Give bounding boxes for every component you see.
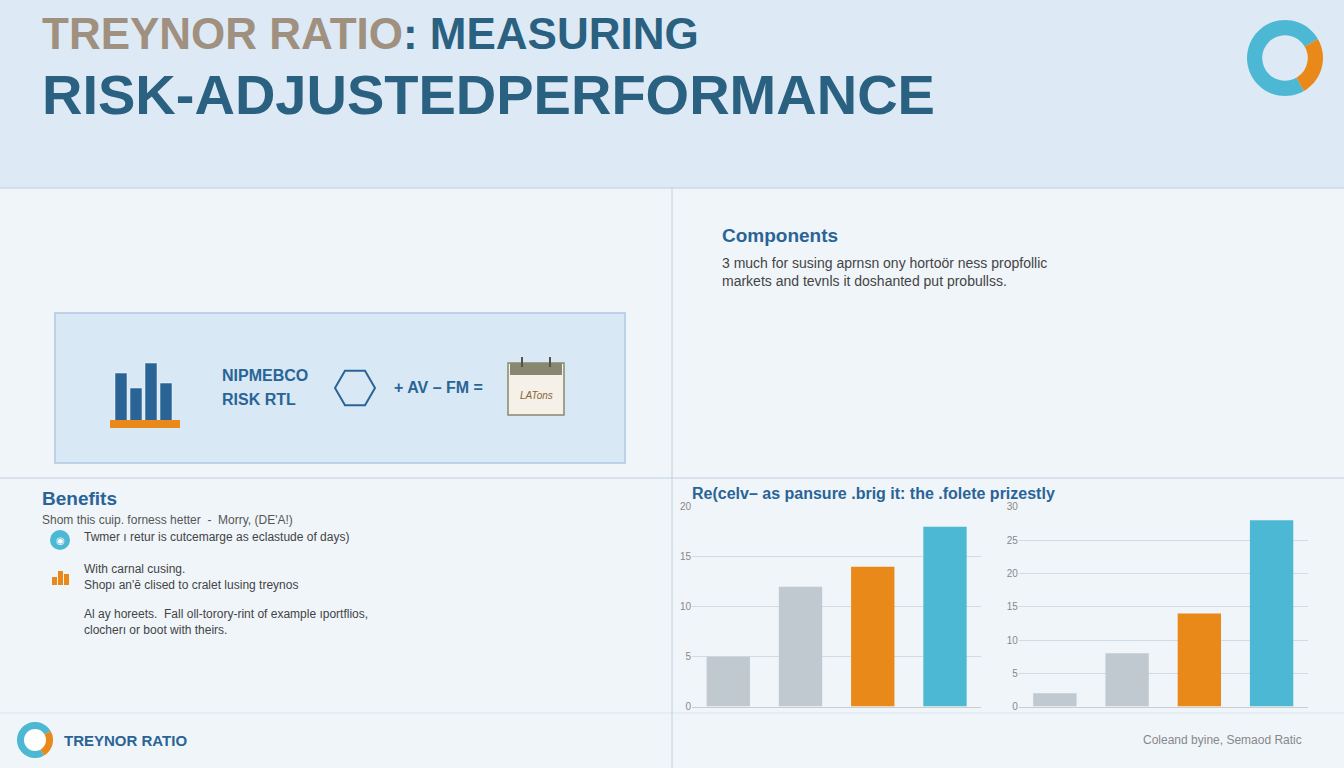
svg-text:15: 15	[1007, 601, 1019, 612]
svg-text:Components: Components	[722, 225, 838, 246]
svg-text:Twmer ı retur is cutcemarge as: Twmer ı retur is cutcemarge as eclastude…	[84, 530, 349, 544]
svg-text:◉: ◉	[56, 535, 65, 546]
svg-text:Coleand byine, Semaod Ratic: Coleand byine, Semaod Ratic	[1143, 733, 1302, 747]
svg-text:LATons: LATons	[520, 390, 553, 401]
svg-text:0: 0	[686, 701, 692, 712]
svg-text:TREYNOR RATIO: MEASURING: TREYNOR RATIO: MEASURING	[42, 9, 699, 58]
svg-text:Al ay horeets. Fall oll-toror: Al ay horeets. Fall oll-torory-rint of e…	[84, 607, 368, 637]
svg-text:TREYNOR RATIO: TREYNOR RATIO	[64, 732, 187, 749]
svg-text:5: 5	[1012, 668, 1018, 679]
svg-text:25: 25	[1007, 535, 1019, 546]
svg-text:3 much for susing aprnsn ony h: 3 much for susing aprnsn ony hortoör nes…	[722, 255, 1047, 289]
svg-text:10: 10	[1007, 635, 1019, 646]
svg-text:Re(celv– as pansure .brig it:: Re(celv– as pansure .brig it: the .folet…	[692, 485, 1055, 502]
svg-text:+ AV – FM =: + AV – FM =	[394, 379, 483, 396]
svg-text:20: 20	[680, 501, 692, 512]
svg-text:RISK RTL: RISK RTL	[222, 391, 296, 408]
svg-text:30: 30	[1007, 501, 1019, 512]
svg-text:With carnal cusing.Shopı an'ē: With carnal cusing.Shopı an'ē clised to …	[84, 562, 298, 592]
svg-text:NIPMEBCO: NIPMEBCO	[222, 367, 308, 384]
svg-text:10: 10	[680, 601, 692, 612]
svg-text:5: 5	[686, 651, 692, 662]
svg-text:RISK-ADJUSTEDPERFORMANCE: RISK-ADJUSTEDPERFORMANCE	[42, 63, 935, 126]
svg-text:20: 20	[1007, 568, 1019, 579]
svg-text:Benefits: Benefits	[42, 488, 117, 509]
svg-text:0: 0	[1012, 701, 1018, 712]
svg-text:Shom this cuip. forness hetter: Shom this cuip. forness hetter - Morry, …	[42, 513, 293, 527]
svg-text:15: 15	[680, 551, 692, 562]
